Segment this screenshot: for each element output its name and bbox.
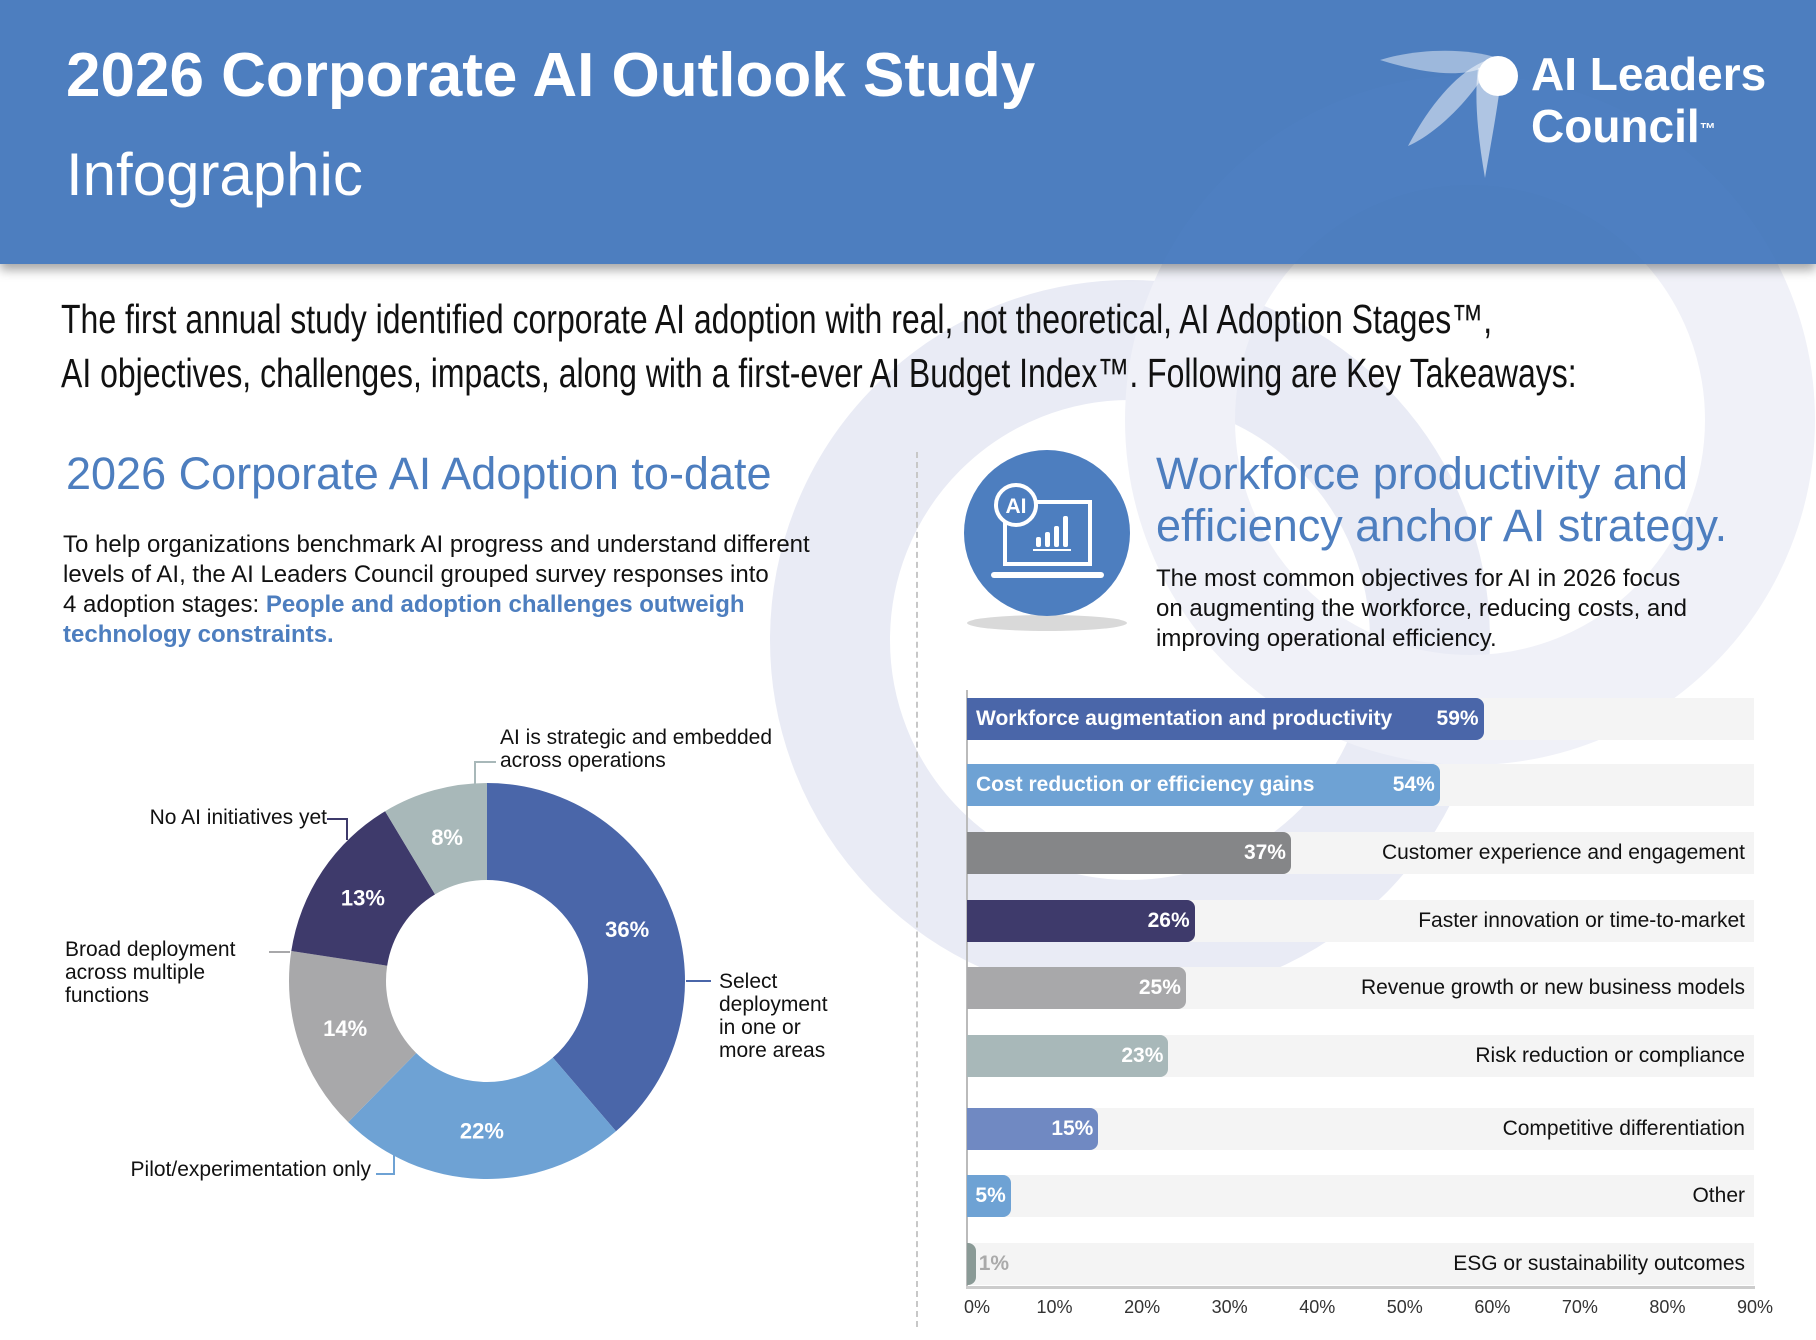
bar-category-label: Customer experience and engagement xyxy=(1381,841,1745,864)
donut-value-label: 22% xyxy=(460,1118,504,1143)
donut-label-line: in one or xyxy=(719,1016,801,1039)
donut-category-label: Pilot/experimentation only xyxy=(131,1158,371,1181)
objectives-heading-line2: efficiency anchor AI strategy. xyxy=(1156,500,1728,551)
bar-category-label: Competitive differentiation xyxy=(1502,1117,1745,1140)
adoption-desc-line3: 4 adoption stages: xyxy=(63,591,266,618)
bar xyxy=(967,1035,1169,1077)
objectives-desc-line3: improving operational efficiency. xyxy=(1156,625,1497,652)
intro-line2: AI objectives, challenges, impacts, alon… xyxy=(61,350,1577,396)
donut-value-label: 36% xyxy=(605,917,649,942)
bar xyxy=(967,1243,976,1285)
bar-track xyxy=(967,1108,1754,1150)
bar xyxy=(967,1175,1011,1217)
x-tick-label: 70% xyxy=(1561,1297,1598,1317)
page-subtitle: Infographic xyxy=(66,141,363,208)
adoption-takeaway-cont: technology constraints. xyxy=(63,621,334,648)
bar-value-label: 5% xyxy=(975,1184,1006,1207)
bar-value-label: 26% xyxy=(1147,909,1190,932)
logo-text: AI Leaders Council™ xyxy=(1531,48,1766,152)
objectives-heading: Workforce productivity and efficiency an… xyxy=(1156,448,1727,552)
donut-label-line: across multiple xyxy=(65,961,206,984)
laptop-ai-chart-icon: AI xyxy=(964,450,1130,631)
x-tick-label: 50% xyxy=(1386,1297,1423,1317)
leader-line xyxy=(327,818,348,840)
donut-slice xyxy=(487,783,685,1132)
donut-label-line: AI is strategic and embedded xyxy=(500,726,772,749)
bar-track xyxy=(967,1175,1754,1217)
donut-label-line: functions xyxy=(65,984,150,1007)
donut-slice xyxy=(385,783,487,895)
x-tick-label: 40% xyxy=(1299,1297,1336,1317)
x-tick-label: 80% xyxy=(1649,1297,1686,1317)
logo-line1: AI Leaders xyxy=(1531,48,1767,100)
bar-category-label: Revenue growth or new business models xyxy=(1360,976,1745,999)
bar xyxy=(967,764,1440,806)
donut-value-label: 13% xyxy=(341,886,385,911)
donut-category-label: Broad deployment across multiple functions xyxy=(65,938,235,1007)
donut-category-label: No AI initiatives yet xyxy=(150,806,327,829)
x-tick-label: 60% xyxy=(1474,1297,1511,1317)
donut-label-line: across operations xyxy=(500,749,666,772)
bar-value-label: 15% xyxy=(1051,1117,1094,1140)
x-tick-label: 10% xyxy=(1036,1297,1073,1317)
bar-track xyxy=(967,1243,1754,1285)
adoption-description: To help organizations benchmark AI progr… xyxy=(63,530,923,650)
donut-value-label: 14% xyxy=(323,1016,367,1041)
adoption-takeaway: People and adoption challenges outweigh xyxy=(265,591,745,618)
donut-slice xyxy=(348,1053,616,1179)
donut-category-label: AI is strategic and embedded across opera… xyxy=(500,726,772,772)
bar xyxy=(967,698,1484,740)
donut-slice xyxy=(291,811,436,966)
bar-category-label: Faster innovation or time-to-market xyxy=(1418,909,1745,932)
adoption-desc-line1: To help organizations benchmark AI progr… xyxy=(63,531,810,558)
donut-category-label: Select deployment in one or more areas xyxy=(719,970,828,1062)
bar-baseline xyxy=(966,1286,1755,1289)
adoption-heading: 2026 Corporate AI Adoption to-date xyxy=(66,448,772,499)
logo-line2: Council xyxy=(1531,100,1700,152)
x-tick-label: 90% xyxy=(1736,1297,1774,1317)
donut-slice xyxy=(289,951,417,1123)
header-rings xyxy=(1162,75,1778,264)
x-tick-label: 30% xyxy=(1211,1297,1248,1317)
header-banner: 2026 Corporate AI Outlook Study Infograp… xyxy=(0,0,1816,264)
leader-line xyxy=(376,1152,395,1175)
bar-category-label: Cost reduction or efficiency gains xyxy=(976,773,1315,796)
objectives-desc-line1: The most common objectives for AI in 202… xyxy=(1156,565,1681,592)
bar-category-label: ESG or sustainability outcomes xyxy=(1453,1252,1745,1275)
leader-line xyxy=(474,761,496,784)
logo-tm: ™ xyxy=(1699,121,1716,138)
objectives-desc-line2: on augmenting the workforce, reducing co… xyxy=(1156,595,1687,622)
x-tick-label: 0% xyxy=(963,1297,991,1317)
page-title: 2026 Corporate AI Outlook Study xyxy=(66,41,1036,110)
donut-label-line: Pilot/experimentation only xyxy=(130,1158,371,1181)
section-divider xyxy=(916,452,918,1327)
bar-value-label: 37% xyxy=(1243,841,1286,864)
donut-label-line: No AI initiatives yet xyxy=(149,806,327,829)
bar-value-label: 59% xyxy=(1436,707,1479,730)
bar-value-label: 25% xyxy=(1138,976,1181,999)
objectives-description: The most common objectives for AI in 202… xyxy=(1156,564,1687,654)
adoption-donut-chart: 36% 22% 14% 13% 8% xyxy=(269,761,711,1179)
x-tick-label: 20% xyxy=(1124,1297,1161,1317)
bar xyxy=(967,900,1195,942)
intro-line1: The first annual study identified corpor… xyxy=(61,296,1493,342)
adoption-desc-line2: levels of AI, the AI Leaders Council gro… xyxy=(63,561,769,588)
bar xyxy=(967,832,1291,874)
donut-label-line: Select xyxy=(719,970,778,993)
bar-category-label: Other xyxy=(1692,1184,1745,1207)
objectives-heading-line1: Workforce productivity and xyxy=(1156,448,1688,499)
donut-label-line: more areas xyxy=(719,1039,826,1062)
bar-value-label: 1% xyxy=(978,1252,1010,1275)
bar-category-label: Risk reduction or compliance xyxy=(1475,1044,1745,1067)
bar xyxy=(967,1108,1099,1150)
donut-value-label: 8% xyxy=(431,825,463,850)
bar-value-label: 23% xyxy=(1121,1044,1164,1067)
logo-star-icon xyxy=(1380,50,1518,178)
bar xyxy=(967,967,1186,1009)
donut-label-line: Broad deployment xyxy=(65,938,236,961)
bar-category-label: Workforce augmentation and productivity xyxy=(976,707,1393,730)
bar-value-label: 54% xyxy=(1392,773,1435,796)
donut-label-line: deployment xyxy=(719,993,828,1016)
icon-ai-text: AI xyxy=(1006,495,1027,518)
